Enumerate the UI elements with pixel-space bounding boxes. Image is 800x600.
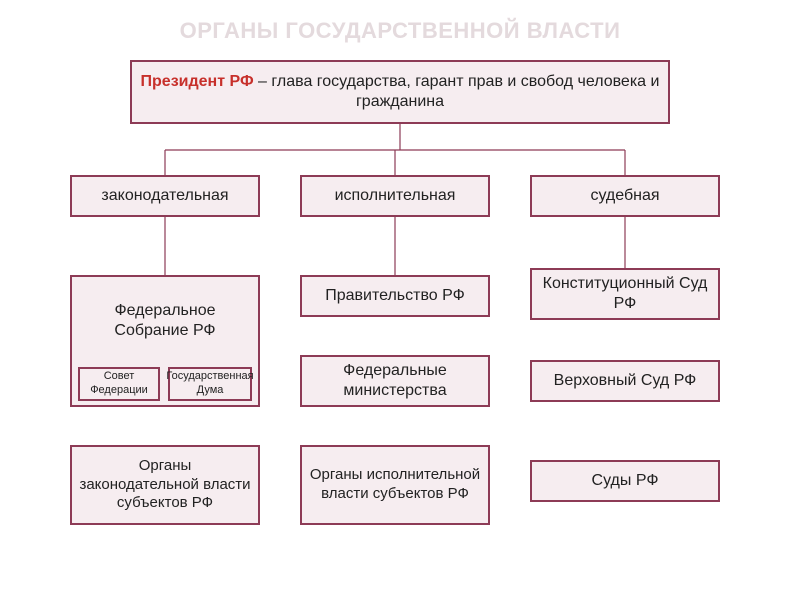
branch-box: законодательная [70,175,260,217]
branch-label: законодательная [101,186,228,206]
subjects-box: Органы законодательной власти субъектов … [70,445,260,525]
judicial-label: Конституционный Суд РФ [538,274,712,314]
branch-label: исполнительная [335,186,456,206]
executive-label: Правительство РФ [325,286,465,306]
branch-box: судебная [530,175,720,217]
president-accent: Президент РФ [141,73,254,90]
judicial-box: Конституционный Суд РФ [530,268,720,320]
president-rest: – глава государства, гарант прав и свобо… [254,73,660,110]
subjects-label: Органы исполнительной власти субъектов Р… [308,466,482,504]
president-box: Президент РФ – глава государства, гарант… [130,60,670,124]
state-duma-box: Государственная Дума [168,367,252,401]
subjects-box: Органы исполнительной власти субъектов Р… [300,445,490,525]
subjects-label: Суды РФ [592,471,659,491]
branch-label: судебная [590,186,659,206]
federal-assembly-label: Федеральное Собрание РФ [72,277,258,365]
subjects-label: Органы законодательной власти субъектов … [78,457,252,513]
branch-box: исполнительная [300,175,490,217]
subjects-box: Суды РФ [530,460,720,502]
council-federation-box: Совет Федерации [78,367,160,401]
page-title: ОРГАНЫ ГОСУДАРСТВЕННОЙ ВЛАСТИ [90,18,710,44]
executive-box: Правительство РФ [300,275,490,317]
executive-label: Федеральные министерства [308,361,482,401]
state-duma-box-label: Государственная Дума [166,370,253,398]
executive-box: Федеральные министерства [300,355,490,407]
council-federation-box-label: Совет Федерации [86,370,152,398]
judicial-label: Верховный Суд РФ [554,371,697,391]
judicial-box: Верховный Суд РФ [530,360,720,402]
